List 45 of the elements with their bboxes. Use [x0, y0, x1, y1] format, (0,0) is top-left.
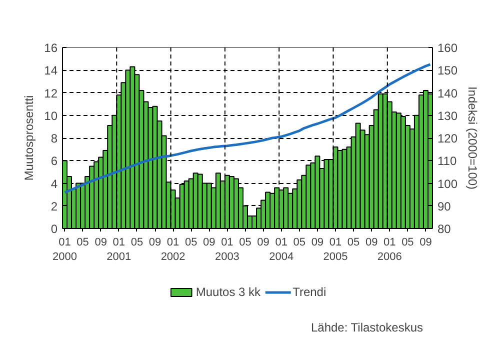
- x-tick-label: 01 2000: [52, 236, 78, 263]
- x-tick-label: 01 2003: [214, 236, 240, 263]
- y2-tick-label: 140: [438, 86, 458, 100]
- x-tick-label: 05: [239, 236, 252, 248]
- x-tick-label: 01 2002: [160, 236, 186, 263]
- y-tick-label: 4: [50, 176, 58, 191]
- y-tick-label: 14: [44, 64, 58, 78]
- y-tick-label: 10: [44, 108, 58, 123]
- y-tick-label: 0: [50, 222, 58, 236]
- y-tick-label: 12: [44, 86, 58, 100]
- x-tick-label: 01 2004: [269, 236, 294, 263]
- x-tick-label: 05: [130, 236, 144, 248]
- line-series: [64, 63, 432, 194]
- y2-tick-label: 130: [438, 108, 458, 123]
- y2-axis-title: Indeksi (2000=100): [466, 86, 480, 190]
- x-tick-label: 09: [365, 236, 378, 248]
- x-tick-label: 09: [203, 236, 216, 248]
- y2-tick-label: 150: [438, 64, 458, 78]
- x-tick-label: 01 2001: [106, 236, 132, 263]
- x-tick-label: 05: [76, 236, 89, 248]
- x-tick-label: 05: [184, 236, 198, 248]
- y-tick-label: 6: [50, 154, 58, 168]
- y-axis-title: Muutosprosentti: [22, 95, 36, 181]
- y-tick-label: 8: [50, 132, 58, 146]
- y2-tick-label: 120: [438, 132, 458, 146]
- x-tick-label: 09: [420, 236, 432, 248]
- legend-label: Muutos 3 kk: [196, 285, 261, 299]
- x-tick-label: 05: [402, 236, 414, 248]
- y2-tick-label: 90: [438, 199, 452, 214]
- legend-label: Trendi: [292, 285, 326, 299]
- x-tick-label: 01 2005: [323, 236, 348, 263]
- text: Lähde: Tilastokeskus: [310, 320, 424, 334]
- x-tick-label: 09: [257, 236, 270, 248]
- y2-tick-label: 110: [438, 154, 457, 168]
- x-tick-label: 05: [293, 236, 306, 248]
- y-tick-label: 2: [50, 199, 58, 214]
- x-tick-label: 09: [311, 236, 324, 248]
- x-tick-label: 05: [347, 236, 360, 248]
- x-tick-label: 09: [148, 236, 162, 248]
- y2-tick-label: 160: [438, 41, 458, 55]
- x-tick-label: 01 2006: [377, 236, 402, 263]
- y2-tick-label: 80: [438, 222, 452, 236]
- y-tick-label: 16: [44, 41, 58, 55]
- x-tick-label: 09: [94, 236, 107, 248]
- y2-tick-label: 100: [438, 176, 458, 191]
